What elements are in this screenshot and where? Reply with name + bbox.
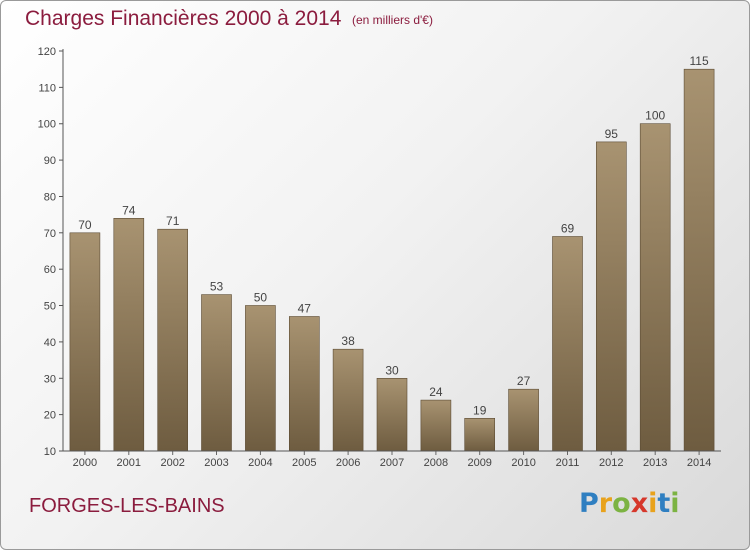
labels-group: 70 2000 74 2001 71 2002 53 2003 50 2004 47 2005 38 20… — [38, 46, 712, 469]
y-tick-label-60: 60 — [44, 264, 56, 276]
value-label-2002: 71 — [166, 214, 180, 228]
logo-letter: P — [579, 488, 599, 519]
bar-2009 — [464, 417, 496, 452]
y-tick-label-120: 120 — [38, 46, 56, 58]
bar-2002 — [157, 228, 188, 452]
bar-2013 — [639, 123, 671, 452]
x-tick-label-2013: 2013 — [643, 457, 667, 469]
x-tick-label-2011: 2011 — [556, 457, 580, 469]
x-tick-label-2007: 2007 — [380, 457, 404, 469]
logo-letter: r — [598, 488, 613, 519]
x-tick-label-2014: 2014 — [687, 457, 711, 469]
bar-2004 — [245, 305, 276, 452]
y-tick-label-100: 100 — [38, 119, 56, 131]
y-tick-label-20: 20 — [44, 410, 56, 422]
logo-letter: x — [630, 488, 649, 519]
x-tick-label-2003: 2003 — [204, 457, 228, 469]
x-tick-label-2006: 2006 — [336, 457, 360, 469]
x-tick-label-2012: 2012 — [599, 457, 623, 469]
bar-2000 — [69, 232, 101, 452]
bar-2008 — [420, 399, 452, 452]
logo-letter: i — [670, 488, 680, 519]
value-label-2009: 19 — [473, 403, 487, 417]
logo-letter: t — [657, 488, 671, 519]
bars-group — [69, 68, 715, 452]
x-tick-label-2002: 2002 — [160, 457, 184, 469]
value-label-2013: 100 — [645, 109, 665, 123]
y-tick-label-40: 40 — [44, 337, 56, 349]
value-label-2008: 24 — [429, 385, 443, 399]
value-label-2005: 47 — [298, 302, 312, 316]
value-label-2006: 38 — [341, 334, 355, 348]
x-tick-label-2008: 2008 — [424, 457, 448, 469]
bar-2005 — [288, 316, 320, 452]
bar-2011 — [552, 236, 583, 452]
value-label-2011: 69 — [561, 222, 575, 236]
bar-2003 — [201, 294, 232, 452]
y-tick-label-80: 80 — [44, 192, 56, 204]
value-label-2007: 30 — [385, 363, 399, 377]
y-tick-label-70: 70 — [44, 228, 56, 240]
y-tick-label-10: 10 — [44, 446, 56, 458]
axes-group — [59, 49, 721, 455]
value-label-2012: 95 — [605, 127, 619, 141]
y-tick-label-90: 90 — [44, 155, 56, 167]
y-tick-label-30: 30 — [44, 373, 56, 385]
x-tick-label-2004: 2004 — [248, 457, 272, 469]
chart-title: Charges Financières 2000 à 2014 — [25, 7, 342, 30]
value-label-2003: 53 — [210, 280, 224, 294]
bar-2001 — [113, 218, 145, 452]
value-label-2001: 74 — [122, 203, 136, 217]
city-name: FORGES-LES-BAINS — [29, 495, 225, 517]
bar-2010 — [508, 388, 539, 452]
bar-2012 — [595, 141, 627, 452]
value-label-2000: 70 — [78, 218, 92, 232]
value-label-2014: 115 — [690, 54, 709, 68]
value-label-2010: 27 — [517, 374, 531, 388]
bar-2006 — [332, 348, 364, 452]
y-tick-label-50: 50 — [44, 301, 56, 313]
y-tick-label-110: 110 — [38, 82, 56, 94]
proxiti-logo: Proxiti — [579, 488, 680, 519]
x-tick-label-2000: 2000 — [73, 457, 97, 469]
bar-2007 — [376, 377, 408, 452]
x-tick-label-2005: 2005 — [292, 457, 316, 469]
logo-letter: i — [648, 488, 658, 519]
x-tick-label-2001: 2001 — [117, 457, 141, 469]
x-tick-label-2009: 2009 — [467, 457, 491, 469]
logo-letter: o — [612, 488, 631, 519]
chart-unit-note: (en milliers d'€) — [352, 13, 433, 27]
x-tick-label-2010: 2010 — [511, 457, 535, 469]
value-label-2004: 50 — [254, 291, 268, 305]
bar-2014 — [683, 68, 715, 452]
